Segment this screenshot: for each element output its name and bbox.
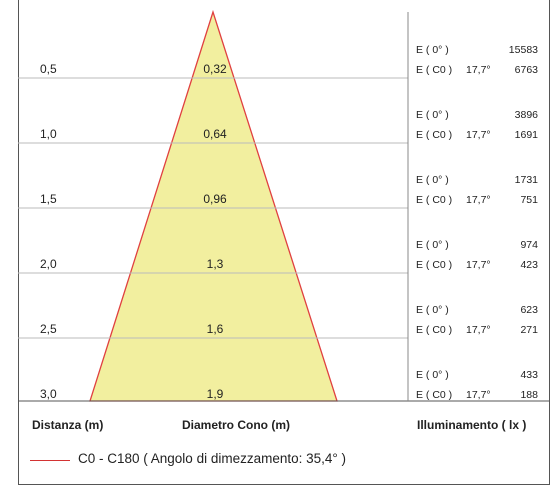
distance-column-label: Distanza (m)	[32, 418, 104, 432]
half-angle-value: 17,7°	[466, 129, 491, 141]
e0-label: E ( 0° )	[416, 239, 449, 251]
ec0-illuminance-value: 1691	[514, 129, 538, 141]
e0-label: E ( 0° )	[416, 369, 449, 381]
legend: C0 - C180 ( Angolo di dimezzamento: 35,4…	[30, 451, 410, 469]
diameter-column-label: Diametro Cono (m)	[182, 418, 290, 432]
e0-illuminance-value: 1731	[514, 174, 538, 186]
illuminance-column-label: Illuminamento ( lx )	[417, 418, 527, 432]
distance-value: 2,5	[40, 322, 57, 336]
cone-diameter-value: 0,96	[203, 192, 227, 206]
e0-illuminance-value: 15583	[508, 44, 538, 56]
ec0-label: E ( C0 )	[416, 389, 453, 401]
e0-illuminance-value: 974	[520, 239, 538, 251]
half-angle-value: 17,7°	[466, 389, 491, 401]
cone-diameter-value: 1,6	[206, 322, 224, 336]
half-angle-value: 17,7°	[466, 194, 491, 206]
distance-value: 1,0	[40, 127, 57, 141]
ec0-label: E ( C0 )	[416, 64, 453, 76]
cone-diameter-value: 1,9	[206, 387, 224, 401]
legend-text: C0 - C180 ( Angolo di dimezzamento: 35,4…	[78, 451, 347, 466]
e0-label: E ( 0° )	[416, 304, 449, 316]
e0-illuminance-value: 433	[520, 369, 538, 381]
e0-illuminance-value: 623	[520, 304, 538, 316]
distance-value: 0,5	[40, 62, 57, 76]
ec0-illuminance-value: 188	[520, 389, 538, 401]
e0-label: E ( 0° )	[416, 109, 449, 121]
ec0-label: E ( C0 )	[416, 324, 453, 336]
cone-diameter-value: 1,3	[206, 257, 224, 271]
ec0-illuminance-value: 423	[520, 259, 538, 271]
half-angle-value: 17,7°	[466, 259, 491, 271]
e0-illuminance-value: 3896	[514, 109, 538, 121]
ec0-illuminance-value: 751	[520, 194, 538, 206]
distance-value: 2,0	[40, 257, 57, 271]
photometric-diagram-frame	[18, 0, 550, 485]
half-angle-value: 17,7°	[466, 324, 491, 336]
e0-label: E ( 0° )	[416, 174, 449, 186]
ec0-label: E ( C0 )	[416, 129, 453, 141]
ec0-illuminance-value: 271	[520, 324, 538, 336]
ec0-label: E ( C0 )	[416, 259, 453, 271]
ec0-illuminance-value: 6763	[514, 64, 538, 76]
distance-value: 3,0	[40, 387, 57, 401]
distance-value: 1,5	[40, 192, 57, 206]
cone-diameter-value: 0,32	[203, 62, 227, 76]
e0-label: E ( 0° )	[416, 44, 449, 56]
cone-diameter-value: 0,64	[203, 127, 227, 141]
half-angle-value: 17,7°	[466, 64, 491, 76]
legend-line-swatch	[30, 460, 70, 461]
ec0-label: E ( C0 )	[416, 194, 453, 206]
